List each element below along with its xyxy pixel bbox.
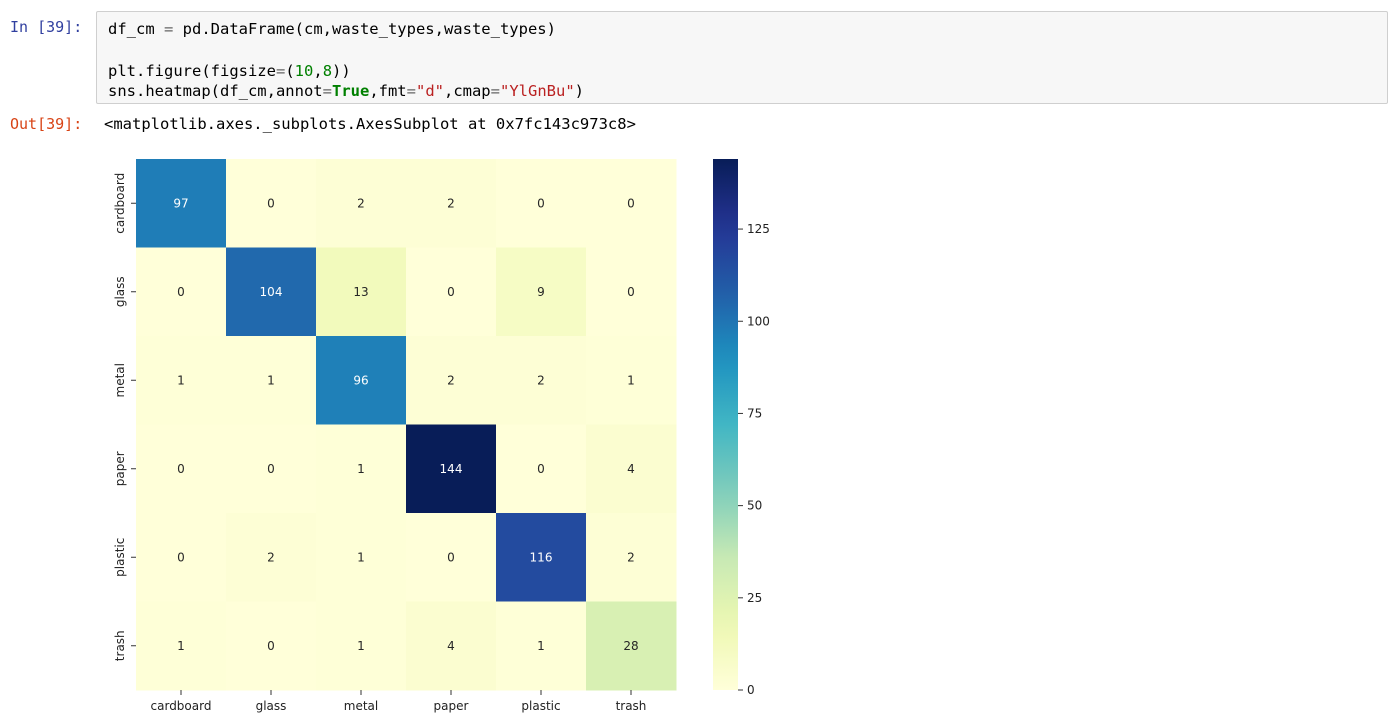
heatmap-cell-paper-paper <box>406 424 497 514</box>
heatmap-annotation: 4 <box>447 639 455 653</box>
heatmap-annotation: 2 <box>537 373 545 387</box>
heatmap-cell-trash-trash <box>586 601 677 691</box>
heatmap-cell-metal-paper <box>406 336 497 425</box>
heatmap-annotation: 2 <box>447 196 455 210</box>
output-text: <matplotlib.axes._subplots.AxesSubplot a… <box>104 115 636 133</box>
x-tick-label-trash: trash <box>616 699 647 713</box>
heatmap-annotation: 2 <box>357 196 365 210</box>
heatmap-cell-glass-cardboard <box>136 247 227 337</box>
heatmap-cell-plastic-paper <box>406 513 497 602</box>
heatmap-annotation: 0 <box>447 550 455 564</box>
colorbar-tick-label: 100 <box>747 314 770 328</box>
code-cell[interactable]: df_cm = pd.DataFrame(cm,waste_types,wast… <box>96 11 1388 104</box>
code-line-4: sns.heatmap(df_cm,annot=True,fmt="d",cma… <box>108 82 584 100</box>
heatmap-cell-cardboard-cardboard <box>136 159 227 248</box>
heatmap-cell-plastic-metal <box>316 513 407 602</box>
colorbar-tick-label: 50 <box>747 499 762 513</box>
heatmap-annotation: 2 <box>447 373 455 387</box>
heatmap-cell-plastic-glass <box>226 513 317 602</box>
colorbar-tick-label: 125 <box>747 222 770 236</box>
heatmap-annotation: 2 <box>267 550 275 564</box>
heatmap-annotation: 0 <box>267 462 275 476</box>
heatmap-cell-glass-glass <box>226 247 317 337</box>
heatmap-cell-metal-plastic <box>496 336 587 425</box>
y-tick-label-cardboard: cardboard <box>113 173 127 234</box>
heatmap-cell-paper-metal <box>316 424 407 514</box>
colorbar-tick-label: 75 <box>747 406 762 420</box>
heatmap-cell-glass-trash <box>586 247 677 337</box>
heatmap-cell-cardboard-glass <box>226 159 317 248</box>
heatmap-annotation: 96 <box>353 373 368 387</box>
heatmap-annotation: 1 <box>267 373 275 387</box>
heatmap-cell-metal-glass <box>226 336 317 425</box>
heatmap-annotation: 116 <box>530 550 553 564</box>
heatmap-annotation: 0 <box>177 462 185 476</box>
heatmap-annotation: 0 <box>177 285 185 299</box>
code-line-1: df_cm = pd.DataFrame(cm,waste_types,wast… <box>108 20 556 38</box>
heatmap-annotation: 1 <box>177 639 185 653</box>
heatmap-cell-paper-glass <box>226 424 317 514</box>
heatmap-annotation: 9 <box>537 285 545 299</box>
heatmap-cell-paper-plastic <box>496 424 587 514</box>
heatmap-annotation: 13 <box>353 285 368 299</box>
heatmap-cell-glass-metal <box>316 247 407 337</box>
heatmap-annotation: 1 <box>357 550 365 564</box>
output-prompt: Out[39]: <box>10 115 83 133</box>
heatmap-annotation: 1 <box>357 639 365 653</box>
heatmap-annotation: 104 <box>260 285 283 299</box>
heatmap-annotation: 0 <box>627 196 635 210</box>
heatmap-annotation: 0 <box>447 285 455 299</box>
code-line-3: plt.figure(figsize=(10,8)) <box>108 62 351 80</box>
heatmap-cell-cardboard-trash <box>586 159 677 248</box>
heatmap-cell-plastic-trash <box>586 513 677 602</box>
heatmap-annotation: 144 <box>440 462 463 476</box>
heatmap-annotation: 0 <box>267 639 275 653</box>
heatmap-annotation: 0 <box>267 196 275 210</box>
input-prompt: In [39]: <box>10 18 83 36</box>
heatmap-annotation: 1 <box>627 373 635 387</box>
heatmap-cell-cardboard-plastic <box>496 159 587 248</box>
heatmap-annotation: 28 <box>623 639 638 653</box>
heatmap-annotation: 2 <box>627 550 635 564</box>
heatmap-cell-trash-metal <box>316 601 407 691</box>
heatmap-annotation: 1 <box>177 373 185 387</box>
heatmap-cell-cardboard-paper <box>406 159 497 248</box>
heatmap-annotation: 0 <box>627 285 635 299</box>
colorbar-tick-label: 25 <box>747 591 762 605</box>
heatmap-cell-trash-paper <box>406 601 497 691</box>
heatmap-cell-cardboard-metal <box>316 159 407 248</box>
heatmap-annotation: 97 <box>173 196 188 210</box>
heatmap-cell-metal-trash <box>586 336 677 425</box>
heatmap-annotation: 0 <box>537 462 545 476</box>
y-tick-label-plastic: plastic <box>113 538 127 577</box>
y-tick-label-paper: paper <box>113 451 127 486</box>
heatmap-cell-plastic-cardboard <box>136 513 227 602</box>
colorbar <box>713 159 738 690</box>
heatmap-cell-trash-plastic <box>496 601 587 691</box>
y-tick-label-metal: metal <box>113 363 127 397</box>
y-tick-label-trash: trash <box>113 630 127 661</box>
heatmap-cell-glass-plastic <box>496 247 587 337</box>
colorbar-tick-label: 0 <box>747 683 755 697</box>
heatmap-cell-trash-cardboard <box>136 601 227 691</box>
x-tick-label-glass: glass <box>256 699 287 713</box>
x-tick-label-metal: metal <box>344 699 378 713</box>
heatmap-annotation: 0 <box>177 550 185 564</box>
heatmap-annotation: 4 <box>627 462 635 476</box>
heatmap-cell-trash-glass <box>226 601 317 691</box>
heatmap-cell-metal-metal <box>316 336 407 425</box>
heatmap-cell-paper-cardboard <box>136 424 227 514</box>
heatmap-cell-paper-trash <box>586 424 677 514</box>
heatmap-annotation: 1 <box>537 639 545 653</box>
x-tick-label-cardboard: cardboard <box>151 699 212 713</box>
x-tick-label-paper: paper <box>434 699 469 713</box>
y-tick-label-glass: glass <box>113 276 127 307</box>
heatmap-annotation: 1 <box>357 462 365 476</box>
heatmap-cell-metal-cardboard <box>136 336 227 425</box>
x-tick-label-plastic: plastic <box>521 699 560 713</box>
heatmap-annotation: 0 <box>537 196 545 210</box>
heatmap-cell-glass-paper <box>406 247 497 337</box>
heatmap-cell-plastic-plastic <box>496 513 587 602</box>
